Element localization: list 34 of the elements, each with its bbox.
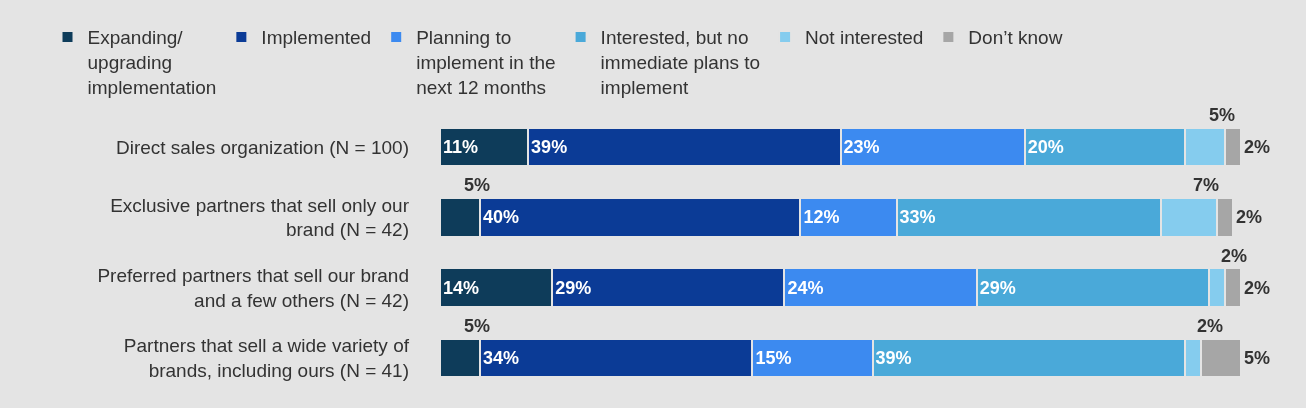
data-label: 20% — [1027, 137, 1064, 158]
data-label: 12% — [803, 207, 840, 228]
data-label: 33% — [899, 207, 936, 228]
data-label: 29% — [979, 277, 1016, 298]
data-label: 5% — [464, 175, 491, 195]
data-label: 11% — [443, 137, 479, 158]
legend-label: Don’t know — [968, 27, 1063, 49]
data-label: 2% — [1244, 277, 1271, 298]
data-label: 24% — [787, 277, 824, 298]
data-label: 34% — [483, 348, 520, 368]
data-label: 2% — [1197, 316, 1224, 336]
y-tick-label: Preferred partners that sell our brand and a few others (N = 42) — [97, 265, 409, 311]
data-label: 15% — [755, 348, 792, 368]
data-label: 2% — [1244, 137, 1271, 158]
data-label: 5% — [464, 316, 491, 336]
data-label: 23% — [843, 137, 880, 158]
data-label: 39% — [875, 348, 912, 368]
y-tick-label: Partners that sell a wide variety of brands, including ours (N = 41) — [123, 335, 410, 381]
legend-label: Planning to implement in the next 12 months — [416, 27, 556, 98]
data-label: 2% — [1221, 246, 1248, 266]
legend-label: Implemented — [261, 27, 372, 49]
data-label: 7% — [1193, 175, 1220, 195]
y-tick-label: Direct sales organization (N = 100) — [115, 136, 409, 158]
y-tick-label: Exclusive partners that sell only our brand (N = 42) — [110, 194, 410, 241]
data-label: 14% — [443, 277, 480, 298]
data-label: 39% — [531, 137, 568, 158]
data-label: 2% — [1235, 207, 1263, 228]
data-label: 40% — [483, 207, 520, 228]
data-label: 5% — [1244, 348, 1271, 368]
data-label: 29% — [555, 277, 592, 298]
data-label: 5% — [1209, 105, 1236, 125]
legend-label: Interested, but no immediate plans to implement — [600, 27, 761, 98]
legend-label: Expanding/ upgrading implementation — [87, 27, 217, 98]
legend-label: Not interested — [805, 27, 924, 49]
